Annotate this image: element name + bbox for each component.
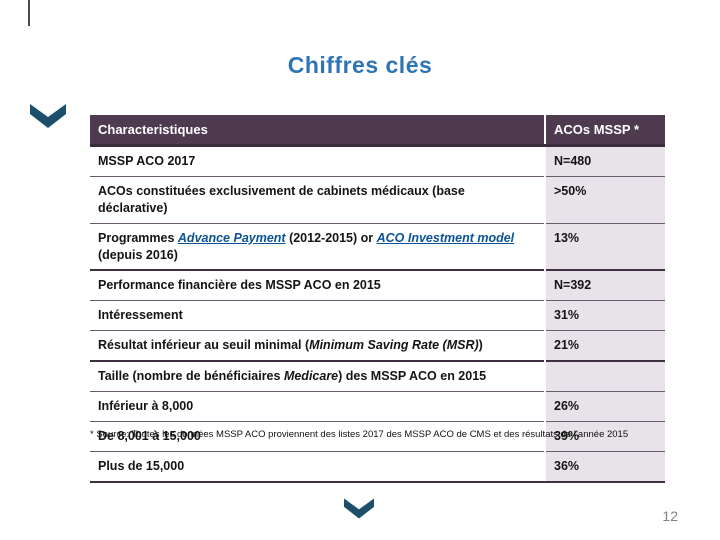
- table-row: Taille (nombre de bénéficiaires Medicare…: [90, 359, 665, 392]
- row-value-cell: 26%: [544, 391, 665, 422]
- page-title: Chiffres clés: [287, 52, 433, 78]
- row-label-cell: Intéressement: [90, 300, 545, 332]
- header-acos-mssp: ACOs MSSP *: [544, 115, 665, 147]
- row-label-cell: Programmes Advance Payment (2012-2015) o…: [90, 223, 545, 271]
- row-label-text: (depuis 2016): [98, 247, 178, 262]
- key-figures-table: Characteristiques ACOs MSSP * MSSP ACO 2…: [90, 115, 665, 483]
- row-value-cell: 36%: [544, 451, 665, 483]
- table-row: Programmes Advance Payment (2012-2015) o…: [90, 223, 665, 271]
- table-row: Intéressement 31%: [90, 300, 665, 332]
- row-label-italic: Medicare: [283, 369, 339, 383]
- link-advance-payment[interactable]: Advance Payment: [177, 230, 286, 245]
- table-row: Performance financière des MSSP ACO en 2…: [90, 269, 665, 302]
- row-label-italic: Minimum Saving Rate (MSR): [309, 338, 479, 353]
- page-number: 12: [662, 508, 678, 524]
- row-value-cell: [544, 359, 665, 392]
- table-row: Plus de 15,000 36%: [90, 451, 665, 483]
- row-label-text: Taille (nombre de bénéficiaires: [98, 369, 284, 383]
- table-row: De 8,001 à 15,000 39%: [90, 421, 665, 452]
- row-label-cell: MSSP ACO 2017: [90, 144, 545, 177]
- row-label-text: ): [478, 338, 483, 353]
- row-label-text: ) des MSSP ACO en 2015: [338, 369, 487, 383]
- row-label-text: (2012-2015) or: [285, 230, 377, 245]
- table-row: Inférieur à 8,000 26%: [90, 391, 665, 422]
- row-label-cell: De 8,001 à 15,000: [90, 421, 545, 452]
- table-header-row: Characteristiques ACOs MSSP *: [90, 115, 665, 147]
- table-row: ACOs constituées exclusivement de cabine…: [90, 176, 665, 224]
- source-footnote: * Source: Toutes les données MSSP ACO pr…: [90, 429, 629, 440]
- row-label-cell: Taille (nombre de bénéficiaires Medicare…: [90, 359, 545, 392]
- chevron-down-logo-icon: [30, 104, 66, 128]
- row-label-cell: Inférieur à 8,000: [90, 391, 545, 422]
- row-value-cell: 21%: [544, 330, 665, 362]
- corner-mark: [28, 0, 30, 26]
- chevron-down-logo-icon: [344, 498, 374, 519]
- row-value-cell: >50%: [544, 176, 665, 224]
- row-label-cell: Plus de 15,000: [90, 451, 545, 483]
- row-value-cell: N=480: [544, 144, 665, 177]
- row-value-cell: 13%: [544, 223, 665, 271]
- header-characteristics: Characteristiques: [90, 115, 545, 147]
- table-row: MSSP ACO 2017 N=480: [90, 144, 665, 177]
- row-label-cell: Performance financière des MSSP ACO en 2…: [90, 269, 545, 302]
- table-row: Résultat inférieur au seuil minimal (Min…: [90, 330, 665, 362]
- row-label-cell: ACOs constituées exclusivement de cabine…: [90, 176, 545, 224]
- row-label-text: Programmes: [98, 230, 178, 245]
- row-label-text: Résultat inférieur au seuil minimal (: [98, 338, 310, 353]
- row-value-cell: 39%: [544, 421, 665, 452]
- row-value-cell: 31%: [544, 300, 665, 332]
- row-value-cell: N=392: [544, 269, 665, 302]
- link-aco-investment-model[interactable]: ACO Investment model: [376, 230, 515, 245]
- row-label-cell: Résultat inférieur au seuil minimal (Min…: [90, 330, 545, 362]
